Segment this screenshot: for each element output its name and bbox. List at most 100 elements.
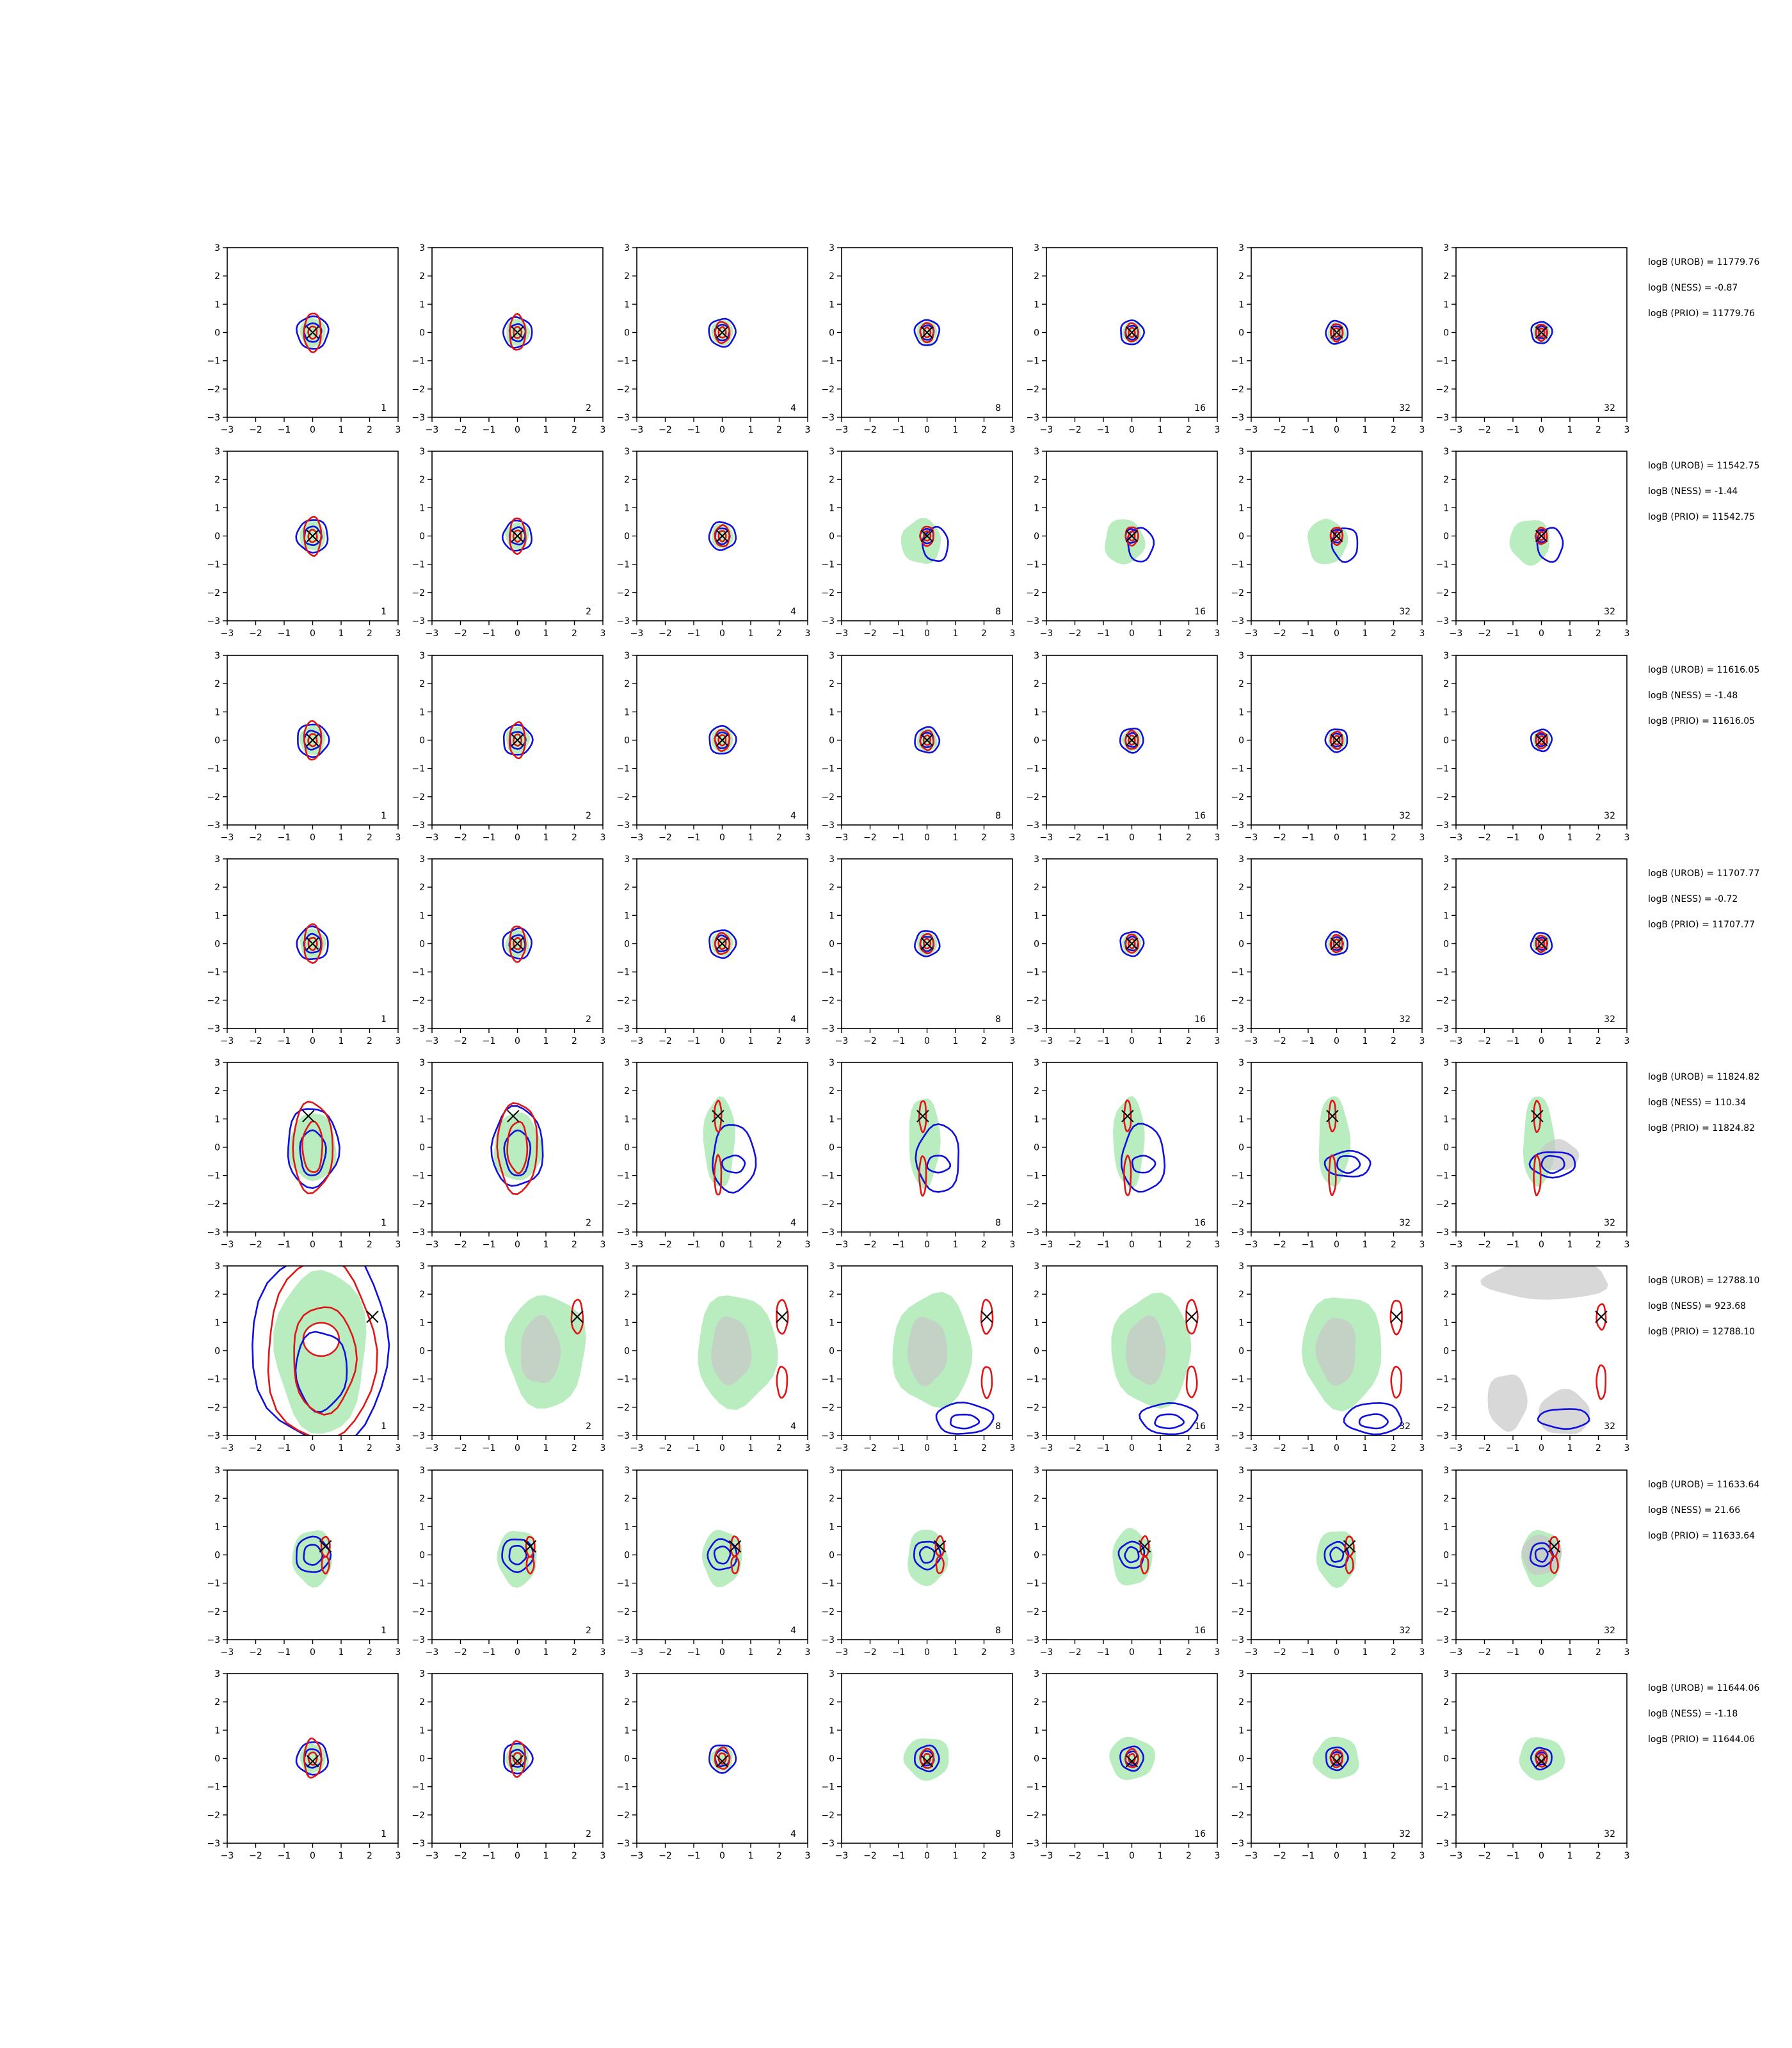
y-tick-label: −2 <box>616 588 630 598</box>
blue-contour <box>1119 1745 1145 1772</box>
blue-contour <box>913 1744 940 1773</box>
x-tick-label: −3 <box>1245 1036 1258 1046</box>
y-tick-label: −1 <box>821 1171 835 1181</box>
x-tick-label: −2 <box>454 1240 467 1250</box>
true-point-marker <box>1535 529 1548 543</box>
x-tick-label: 3 <box>1624 1240 1630 1250</box>
y-tick-label: −2 <box>1026 792 1039 803</box>
blue-contour <box>711 1124 757 1194</box>
panel-number-label: 2 <box>586 1829 591 1839</box>
y-tick-label: 3 <box>1443 447 1449 457</box>
x-tick-label: −1 <box>483 1036 496 1046</box>
contour-panel: −3 3 −2 2 −1 1 0 0 1 −1 2 −2 3 −3 4 <box>616 1669 810 1861</box>
blue-contour <box>295 315 330 350</box>
y-tick-label: −2 <box>1436 588 1449 598</box>
x-tick-label: −3 <box>426 1036 439 1046</box>
x-tick-label: −3 <box>426 1240 439 1250</box>
y-tick-label: 3 <box>419 1669 425 1679</box>
x-tick-label: 2 <box>1186 833 1192 843</box>
y-tick-label: 0 <box>214 328 220 339</box>
y-tick-label: −1 <box>616 560 630 570</box>
y-tick-label: 1 <box>624 300 630 310</box>
y-tick-label: 3 <box>419 1058 425 1068</box>
x-tick-label: 2 <box>776 1036 782 1046</box>
x-tick-label: 1 <box>1363 1851 1368 1861</box>
density-fill-grey <box>1126 1315 1166 1386</box>
x-tick-label: −1 <box>892 833 906 843</box>
y-tick-label: −1 <box>1231 1579 1244 1589</box>
x-tick-label: −2 <box>659 1036 672 1046</box>
x-tick-label: 2 <box>1391 1443 1396 1453</box>
y-tick-label: 3 <box>1034 243 1039 253</box>
y-tick-label: 1 <box>1443 1725 1449 1736</box>
contour-panel: −3 3 −2 2 −1 1 0 0 1 −1 2 −2 3 −3 8 <box>821 1669 1015 1861</box>
x-tick-label: −3 <box>630 628 644 639</box>
x-tick-label: −3 <box>1450 1240 1463 1250</box>
red-contour <box>320 1536 331 1558</box>
y-tick-label: −3 <box>1026 820 1039 831</box>
contour-panel: −3 3 −2 2 −1 1 0 0 1 −1 2 −2 3 −3 16 <box>1026 447 1220 639</box>
x-tick-label: −3 <box>1245 833 1258 843</box>
y-tick-label: −3 <box>1436 1431 1449 1441</box>
blue-contour <box>1529 1542 1555 1567</box>
y-tick-label: −3 <box>207 413 220 423</box>
x-tick-label: −2 <box>454 833 467 843</box>
y-tick-label: 2 <box>829 883 835 893</box>
x-tick-label: 0 <box>1129 1647 1135 1658</box>
x-tick-label: 1 <box>1363 425 1368 435</box>
y-tick-label: 3 <box>1443 1466 1449 1476</box>
true-point-marker <box>1330 733 1343 747</box>
red-contour <box>1128 326 1136 339</box>
x-tick-label: 0 <box>1539 1240 1544 1250</box>
row-stat-label: logB (UROB) = 11542.75 <box>1648 461 1759 471</box>
y-tick-label: 1 <box>829 911 835 921</box>
y-tick-label: −3 <box>207 1228 220 1238</box>
blue-contour <box>503 1129 532 1177</box>
contour-panel: −3 3 −2 2 −1 1 0 0 1 −1 2 −2 3 −3 16 <box>1026 243 1220 435</box>
y-tick-label: 3 <box>1034 651 1039 661</box>
red-contour <box>509 517 527 556</box>
blue-contour <box>295 1535 332 1573</box>
blue-contour <box>707 1538 738 1571</box>
x-tick-label: 1 <box>543 1036 549 1046</box>
x-tick-label: −3 <box>835 1240 849 1250</box>
y-tick-label: −3 <box>1436 1024 1449 1034</box>
x-tick-label: 0 <box>1539 1036 1544 1046</box>
blue-contour <box>708 521 737 551</box>
y-tick-label: −3 <box>1436 616 1449 627</box>
y-tick-label: 3 <box>624 447 630 457</box>
x-tick-label: 2 <box>1596 628 1601 639</box>
y-tick-label: 2 <box>419 883 425 893</box>
x-tick-label: 3 <box>1010 1647 1016 1658</box>
x-tick-label: −1 <box>687 1443 701 1453</box>
contour-panel: −3 3 −2 2 −1 1 0 0 1 −1 2 −2 3 −3 16 <box>1026 1669 1220 1861</box>
blue-contour <box>501 519 533 552</box>
contour-panel: −3 3 −2 2 −1 1 0 0 1 −1 2 −2 3 −3 16 <box>1026 651 1220 843</box>
x-tick-label: 0 <box>515 425 520 435</box>
x-tick-label: 3 <box>396 1443 401 1453</box>
y-tick-label: −2 <box>1026 385 1039 395</box>
y-tick-label: 0 <box>829 1754 835 1764</box>
red-contour <box>922 734 931 746</box>
x-tick-label: 2 <box>776 1647 782 1658</box>
x-tick-label: 2 <box>572 1036 577 1046</box>
y-tick-label: 2 <box>1443 1494 1449 1504</box>
panel-number-label: 16 <box>1194 1626 1206 1636</box>
x-tick-label: 1 <box>1567 1036 1573 1046</box>
x-tick-label: −2 <box>1273 833 1286 843</box>
x-tick-label: 1 <box>953 628 959 639</box>
y-tick-label: 1 <box>829 300 835 310</box>
contour-panel: −3 3 −2 2 −1 1 0 0 1 −1 2 −2 3 −3 2 <box>412 1466 605 1658</box>
x-tick-label: 3 <box>1624 628 1630 639</box>
y-tick-label: −2 <box>616 1811 630 1821</box>
y-tick-label: 2 <box>829 1290 835 1300</box>
x-tick-label: 1 <box>1567 1647 1573 1658</box>
y-tick-label: 0 <box>419 328 425 339</box>
red-contour <box>919 322 935 344</box>
x-tick-label: −3 <box>426 1851 439 1861</box>
x-tick-label: −2 <box>454 1036 467 1046</box>
y-tick-label: 3 <box>214 651 220 661</box>
y-tick-label: 0 <box>419 1754 425 1764</box>
true-point-marker <box>511 733 524 747</box>
blue-contour <box>713 1545 732 1565</box>
